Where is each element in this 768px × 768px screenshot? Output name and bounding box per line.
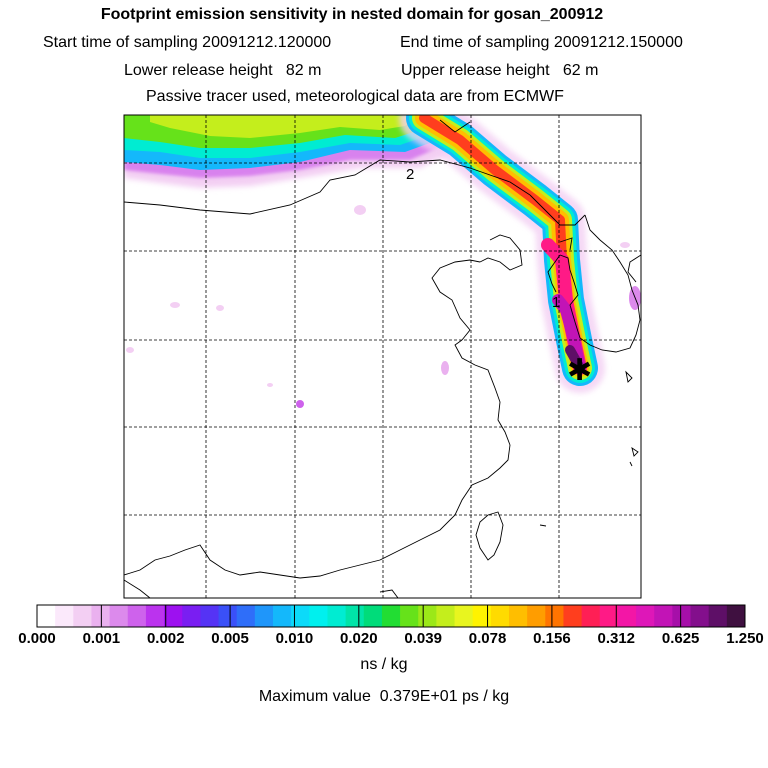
colorbar-cell <box>291 605 310 627</box>
colorbar-cell <box>617 605 637 627</box>
colorbar-tick-label: 0.020 <box>340 630 378 647</box>
colorbar-tick-label: 0.312 <box>597 630 636 647</box>
upper-release-label: Upper release height 62 m <box>401 62 599 79</box>
colorbar-cell <box>127 605 147 627</box>
receptor-marker-icon: ✱ <box>567 353 592 388</box>
colorbar-cell <box>55 605 74 627</box>
sampling-start-label: Start time of sampling 20091212.120000 <box>43 34 332 51</box>
colorbar-cell <box>273 605 292 627</box>
colorbar-cell <box>490 605 510 627</box>
colorbar-cell <box>164 605 183 627</box>
colorbar-cell <box>91 605 111 627</box>
colorbar-cell <box>37 605 56 627</box>
colorbar-tick-label: 0.039 <box>404 630 442 647</box>
footprint-plume <box>124 115 641 408</box>
colorbar-cell <box>599 605 619 627</box>
colorbar-tick-label: 0.005 <box>211 630 249 647</box>
colorbar-cell <box>254 605 274 627</box>
colorbar-cell <box>527 605 546 627</box>
colorbar-cell <box>545 605 564 627</box>
colorbar-cell <box>73 605 92 627</box>
colorbar-cell <box>109 605 129 627</box>
track-marker-1: 1 <box>552 294 560 311</box>
colorbar-cell <box>309 605 328 627</box>
tracer-info-label: Passive tracer used, meteorological data… <box>146 88 564 105</box>
colorbar-cell <box>200 605 220 627</box>
colorbar-cell <box>454 605 474 627</box>
colorbar-unit: ns / kg <box>360 656 408 673</box>
colorbar-cell <box>636 605 655 627</box>
colorbar-cell <box>327 605 347 627</box>
colorbar-cell <box>381 605 401 627</box>
colorbar-cell <box>472 605 492 627</box>
colorbar-cell <box>236 605 256 627</box>
colorbar-cell <box>654 605 673 627</box>
colorbar-tick-label: 0.078 <box>468 630 507 647</box>
colorbar-cell <box>145 605 165 627</box>
colorbar-tick-label: 0.001 <box>82 630 121 647</box>
colorbar-cell <box>418 605 437 627</box>
colorbar-cell <box>708 605 728 627</box>
colorbar-cell <box>563 605 583 627</box>
track-marker-2: 2 <box>406 166 414 183</box>
lower-release-label: Lower release height 82 m <box>124 62 322 79</box>
colorbar-cell <box>690 605 710 627</box>
colorbar-tick-label: 0.156 <box>533 630 571 647</box>
colorbar-tick-label: 0.002 <box>146 630 185 647</box>
colorbar-cell <box>363 605 383 627</box>
colorbar-tick-label: 0.010 <box>275 630 314 647</box>
colorbar-cell <box>436 605 456 627</box>
lat-lon-grid <box>124 115 641 598</box>
colorbar-cell <box>726 605 746 627</box>
colorbar-cell <box>182 605 201 627</box>
colorbar-tick-label: 1.250 <box>726 630 764 647</box>
maximum-value-label: Maximum value 0.379E+01 ps / kg <box>258 688 510 705</box>
colorbar-tick-label: 0.625 <box>661 630 700 647</box>
coastlines <box>124 119 641 598</box>
colorbar-cell <box>581 605 601 627</box>
sampling-end-label: End time of sampling 20091212.150000 <box>400 34 683 51</box>
colorbar-cell <box>345 605 365 627</box>
colorbar-cell <box>509 605 528 627</box>
map-frame <box>123 114 642 599</box>
colorbar-cell <box>672 605 692 627</box>
colorbar-tick-label: 0.000 <box>18 630 56 647</box>
plot-title: Footprint emission sensitivity in nested… <box>100 6 604 23</box>
colorbar-cell <box>400 605 419 627</box>
colorbar-cell <box>218 605 238 627</box>
